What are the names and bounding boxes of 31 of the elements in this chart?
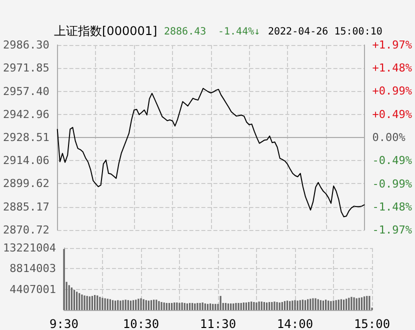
y-tick-label: 2986.30 bbox=[3, 38, 50, 52]
x-tick-label: 15:00 bbox=[354, 317, 390, 330]
y-tick-label: 2928.51 bbox=[3, 131, 50, 144]
x-tick-label: 10:30 bbox=[122, 317, 160, 330]
y-tick-label: 2957.40 bbox=[3, 84, 50, 98]
y2-tick-label: -0.49% bbox=[372, 154, 412, 168]
y-tick-label: 2942.96 bbox=[3, 108, 50, 121]
y2-tick-label: +1.97% bbox=[372, 38, 412, 52]
y-tick-label: 8814003 bbox=[10, 262, 56, 276]
line-series bbox=[56, 88, 365, 218]
text: 2886.43 bbox=[164, 26, 206, 38]
y-tick-label: 2870.72 bbox=[3, 224, 50, 236]
y2-tick-label: -1.48% bbox=[372, 200, 412, 214]
y-tick-label: 13221004 bbox=[2, 242, 56, 254]
y2-tick-label: +0.99% bbox=[372, 84, 412, 98]
y-tick-label: 4407001 bbox=[10, 282, 56, 296]
y-tick-label: 2914.06 bbox=[3, 154, 50, 168]
y-tick-label: 2885.17 bbox=[3, 200, 50, 214]
x-tick-label: 14:00 bbox=[276, 317, 314, 330]
y-tick-label: 2899.62 bbox=[3, 177, 50, 190]
x-tick-label: 11:30 bbox=[200, 317, 236, 330]
y2-tick-label: -0.99% bbox=[372, 177, 412, 190]
y2-tick-label: -1.97% bbox=[372, 224, 412, 236]
text: -1.44%↓ bbox=[218, 26, 260, 38]
y-tick-label: 2971.85 bbox=[3, 62, 50, 75]
text: 2022-04-26 15:00:10 bbox=[268, 26, 382, 38]
x-tick-label: 9:30 bbox=[50, 317, 78, 330]
y2-tick-label: +1.48% bbox=[372, 62, 412, 75]
chart-title: 上证指数[000001] bbox=[54, 24, 158, 38]
y2-tick-label: +0.49% bbox=[372, 108, 412, 121]
y2-tick-label: 0.00% bbox=[372, 131, 406, 144]
